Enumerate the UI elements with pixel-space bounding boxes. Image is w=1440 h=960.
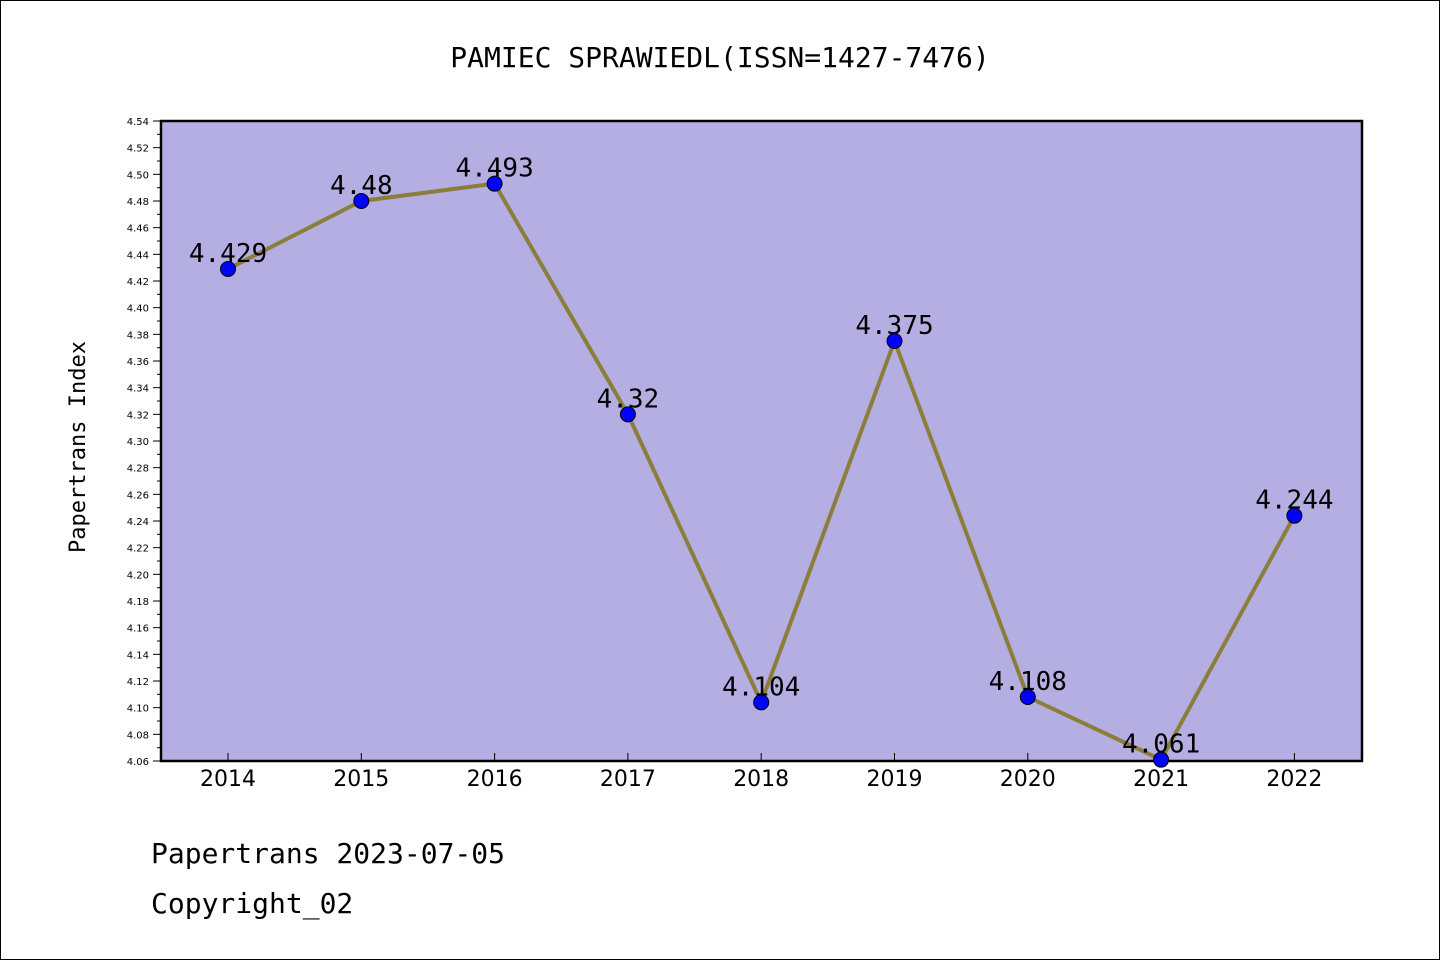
- data-point: [486, 175, 503, 192]
- y-tick-label: 4.06: [127, 757, 149, 768]
- data-point: [1286, 507, 1303, 524]
- x-tick-label: 2016: [467, 767, 523, 792]
- x-tick-label: 2017: [600, 767, 656, 792]
- data-label: 4.48: [330, 171, 393, 201]
- y-tick-label: 4.32: [127, 410, 149, 421]
- footer-copyright-text: Copyright_02: [151, 887, 354, 920]
- data-point: [1019, 689, 1036, 705]
- y-tick-label: 4.28: [127, 464, 149, 475]
- x-tick-label: 2018: [733, 767, 789, 792]
- plot-area: [159, 119, 1364, 763]
- series-layer: [220, 175, 1303, 768]
- data-point: [753, 694, 770, 711]
- x-tick-label: 2014: [200, 767, 256, 792]
- y-tick-label: 4.18: [127, 597, 149, 608]
- y-tick-label: 4.10: [127, 704, 149, 715]
- y-tick-label: 4.48: [127, 197, 149, 208]
- y-tick-label: 4.12: [127, 677, 149, 688]
- data-point: [619, 406, 636, 423]
- y-tick-label: 4.36: [127, 357, 149, 368]
- y-axis: 4.06 4.08 4.10 4.12 4.14 4.16 4.18 4.20 4.22 4.24…: [127, 117, 161, 768]
- y-tick-label: 4.34: [127, 384, 149, 395]
- data-label: 4.104: [722, 672, 800, 702]
- y-tick-label: 4.16: [127, 624, 149, 635]
- y-tick-label: 4.54: [127, 117, 149, 128]
- y-tick-label: 4.08: [127, 730, 149, 741]
- data-label: 4.493: [455, 154, 533, 184]
- y-tick-label: 4.40: [127, 304, 149, 315]
- data-point: [353, 193, 370, 209]
- data-label: 4.061: [1122, 730, 1200, 760]
- x-tick-label: 2022: [1266, 767, 1322, 792]
- y-tick-label: 4.52: [127, 144, 149, 155]
- x-tick-label: 2019: [867, 767, 923, 792]
- x-axis: 2014 2015 2016 2017 2018 2019 2020 2021 2022: [200, 753, 1322, 792]
- y-tick-label: 4.24: [127, 517, 149, 528]
- y-tick-label: 4.30: [127, 437, 149, 448]
- data-label: 4.429: [189, 239, 267, 269]
- chart-title: PAMIEC SPRAWIEDL(ISSN=1427-7476): [450, 41, 989, 74]
- y-tick-label: 4.14: [127, 650, 149, 661]
- y-tick-label: 4.42: [127, 277, 149, 288]
- x-tick-label: 2015: [333, 767, 389, 792]
- y-tick-label: 4.44: [127, 250, 149, 261]
- data-label-layer: 4.429 4.48 4.493 4.32 4.104 4.375 4.108 4.061 4.…: [189, 154, 1334, 760]
- y-tick-label: 4.46: [127, 224, 149, 235]
- data-point: [886, 333, 903, 349]
- y-axis-label: Papertrans Index: [66, 341, 91, 553]
- footer-date-text: Papertrans 2023-07-05: [151, 837, 506, 870]
- data-point: [1153, 751, 1170, 768]
- y-tick-label: 4.26: [127, 490, 149, 501]
- y-tick-label: 4.38: [127, 330, 149, 341]
- x-tick-label: 2021: [1133, 767, 1189, 792]
- data-point: [220, 261, 236, 277]
- data-label: 4.375: [855, 311, 933, 341]
- x-tick-label: 2020: [1000, 767, 1056, 792]
- data-label: 4.244: [1255, 486, 1333, 516]
- y-tick-label: 4.22: [127, 544, 149, 555]
- data-label: 4.32: [597, 384, 660, 414]
- data-label: 4.108: [989, 667, 1067, 697]
- y-tick-label: 4.50: [127, 170, 149, 181]
- y-tick-label: 4.20: [127, 570, 149, 581]
